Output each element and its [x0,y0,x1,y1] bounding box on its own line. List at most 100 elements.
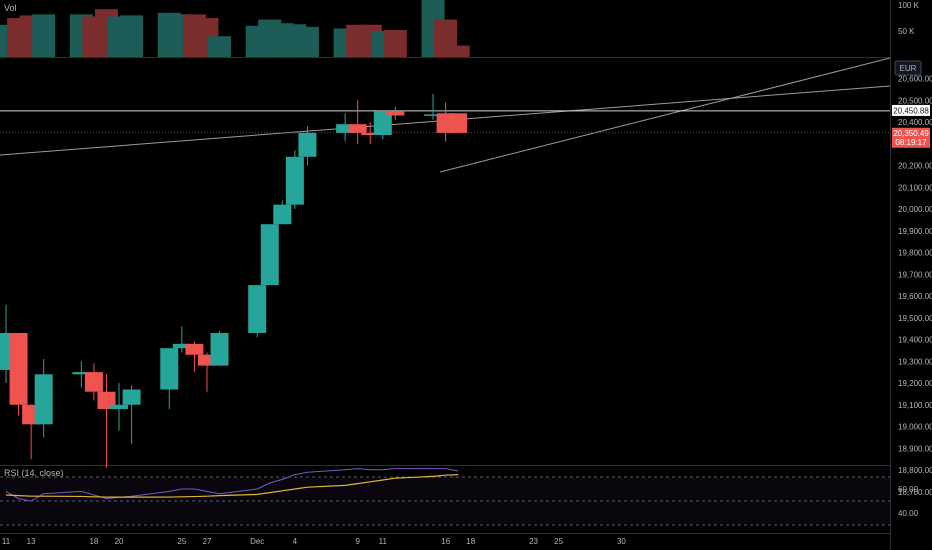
rsi-label: RSI (14, close) [4,468,64,478]
rsi-tick-label: 40.00 [898,509,919,518]
time-tick-label: 13 [27,537,36,546]
candle[interactable] [361,122,380,144]
candle-body [298,132,317,157]
candle-body [172,343,191,349]
volume-tick-label: 100 K [898,1,920,10]
candle[interactable] [9,332,28,416]
volume-label: Vol [4,3,17,13]
volume-tick-label: 50 K [898,27,915,36]
time-tick-label: 27 [203,537,212,546]
candle[interactable] [248,285,267,338]
currency-badge[interactable] [894,60,922,76]
rsi-pane [0,468,890,526]
price-tick-label: 20,100.00 [898,183,932,192]
rsi-tick-label: 60.00 [898,485,919,494]
candle[interactable] [122,385,141,444]
candle[interactable] [424,93,443,120]
candle[interactable] [298,126,317,166]
candle-body [336,124,355,133]
candle[interactable] [34,359,53,438]
candle[interactable] [386,106,405,120]
candle[interactable] [185,341,204,373]
time-tick-label: 18 [466,537,475,546]
time-tick-label: 30 [617,537,626,546]
price-tick-label: 19,300.00 [898,357,932,366]
price-tick-label: 19,500.00 [898,314,932,323]
candle-body [9,332,28,405]
volume-bar[interactable] [295,26,319,57]
price-tick-label: 19,600.00 [898,292,932,301]
volume-bar[interactable] [120,15,144,57]
volume-bar[interactable] [446,45,470,57]
price-tick-label: 18,900.00 [898,444,932,453]
time-axis: 11 13 18 20 25 27 Dec 4 9 11 16 18 23 25 30 [0,533,890,546]
candle[interactable] [373,111,392,140]
price-tick-label: 20,200.00 [898,162,932,171]
candle-body [285,156,304,205]
candle-body [34,374,53,425]
price-tick-label: 20,600.00 [898,75,932,84]
price-tick-label: 20,400.00 [898,118,932,127]
candle[interactable] [273,200,292,225]
candle-body [348,124,367,133]
time-tick-label: 4 [293,537,298,546]
time-tick-label: Dec [250,537,264,546]
candle-body [260,224,279,286]
candle-body [72,372,91,375]
price-tick-label: 19,000.00 [898,423,932,432]
candle[interactable] [210,330,229,366]
candle-body [122,389,141,405]
candle[interactable] [84,363,103,401]
volume-bar[interactable] [32,14,56,57]
candle-body [197,354,216,366]
candle[interactable] [260,224,279,286]
trendline-channel [439,57,891,173]
candle[interactable] [336,113,355,142]
candle[interactable] [72,361,91,388]
rsi-ma-line[interactable] [5,474,459,498]
candle[interactable] [285,150,304,209]
candle[interactable] [197,352,216,392]
time-tick-label: 11 [379,537,388,546]
price-tick-label: 19,200.00 [898,379,932,388]
candle[interactable] [348,100,367,144]
price-tick-label: 19,700.00 [898,270,932,279]
price-tick-label: 18,800.00 [898,466,932,475]
price-tick-label: 19,100.00 [898,401,932,410]
candle[interactable] [110,383,129,431]
candle-body [361,132,380,136]
time-tick-label: 11 [2,537,11,546]
volume-bar[interactable] [383,29,407,57]
last-price-tag [892,127,930,148]
candle-body [273,204,292,225]
price-axis: 20,600.00 20,500.00 20,400.00 20,200.00 20,1… [898,1,932,518]
candle[interactable] [449,113,468,133]
currency-label: EUR [900,64,917,73]
candle-body [424,114,443,116]
rsi-line[interactable] [5,468,459,502]
candle-body [449,113,468,133]
time-tick-label: 25 [177,537,186,546]
candle-body [84,372,103,392]
volume-bars [0,0,470,58]
last-price-countdown: 08:19:17 [895,138,927,147]
candle-body [210,332,229,366]
price-tick-label: 19,800.00 [898,249,932,258]
candle[interactable] [172,326,191,353]
candle-body [160,348,179,390]
price-tick-label: 20,000.00 [898,205,932,214]
volume-bar[interactable] [208,36,232,57]
time-tick-label: 23 [529,537,538,546]
time-tick-label: 18 [89,537,98,546]
candle[interactable] [160,348,179,410]
price-tick-label: 18,700.00 [898,488,932,497]
last-price-value: 20,350.49 [893,129,929,138]
time-tick-label: 20 [115,537,124,546]
candles [0,93,468,468]
candle-body [185,343,204,355]
price-level-value: 20,450.88 [893,106,929,115]
candle-body [373,111,392,136]
candle-body [248,285,267,333]
price-level-tag [892,104,930,116]
